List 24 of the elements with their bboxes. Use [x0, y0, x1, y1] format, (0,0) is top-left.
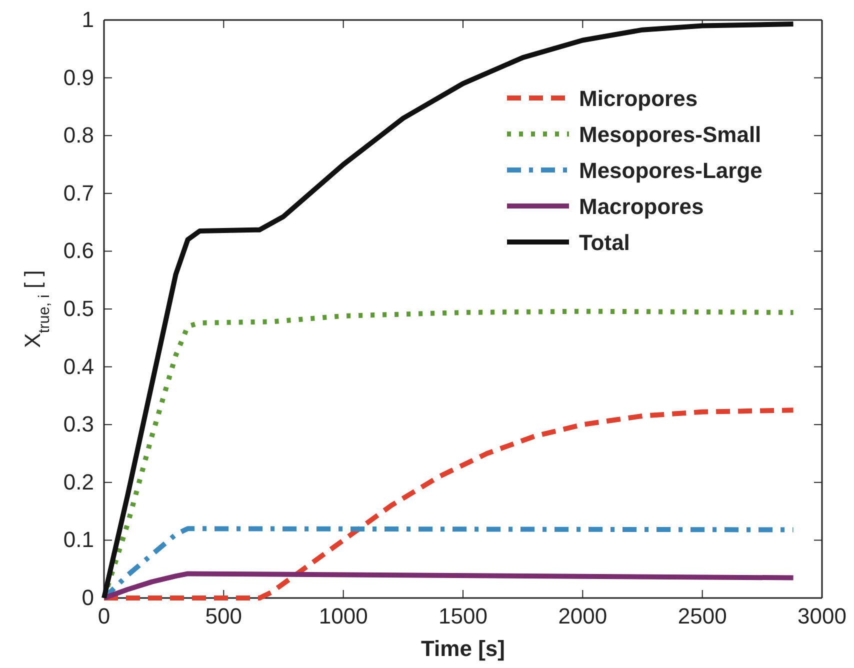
y-tick-label: 0.6 — [63, 238, 94, 264]
x-tick-label: 1500 — [438, 604, 488, 629]
y-tick-label: 0.7 — [63, 180, 94, 206]
y-tick-label: 0.2 — [63, 469, 94, 494]
y-tick-label: 0.5 — [63, 296, 94, 322]
legend-label: Macropores — [579, 194, 704, 219]
y-tick-label: 0 — [82, 585, 94, 610]
legend-label: Micropores — [579, 86, 698, 111]
y-tick-label: 1 — [82, 7, 94, 32]
y-tick-label: 0.1 — [63, 527, 94, 552]
x-axis-title: Time [s] — [421, 636, 505, 661]
legend-label: Mesopores-Small — [579, 122, 762, 147]
y-tick-label: 0.3 — [63, 412, 94, 437]
x-tick-label: 0 — [98, 604, 110, 629]
y-tick-label: 0.8 — [63, 122, 94, 148]
x-tick-label: 500 — [205, 604, 242, 629]
y-tick-label: 0.4 — [63, 354, 94, 379]
x-tick-label: 2000 — [558, 604, 608, 629]
legend-label: Total — [579, 230, 630, 255]
x-tick-label: 2500 — [678, 604, 727, 629]
x-tick-label: 3000 — [798, 604, 846, 629]
legend-label: Mesopores-Large — [579, 158, 762, 183]
y-tick-label: 0.9 — [63, 64, 94, 90]
x-tick-label: 1000 — [318, 604, 368, 629]
